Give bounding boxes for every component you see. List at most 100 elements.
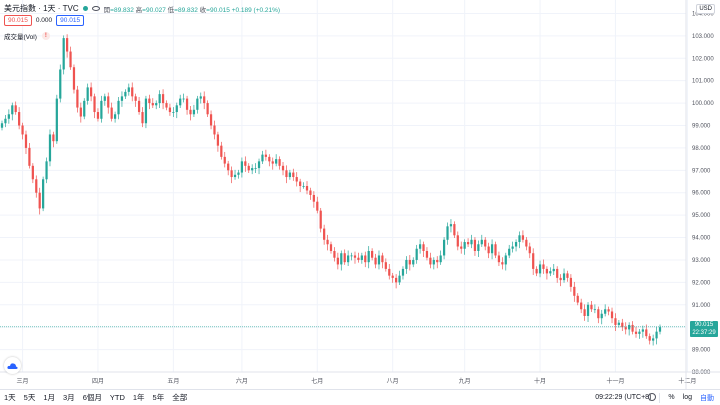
volume-legend[interactable]: 成交量(Vol) ! bbox=[4, 31, 50, 41]
candle-body bbox=[175, 105, 178, 113]
candle-body bbox=[604, 309, 607, 314]
candle-body bbox=[490, 244, 494, 254]
candle-body bbox=[209, 114, 213, 126]
candle-body bbox=[14, 105, 17, 113]
open-label: 開 bbox=[103, 6, 111, 14]
candle-body bbox=[545, 268, 549, 274]
candle-body bbox=[542, 264, 545, 269]
candle-body bbox=[442, 239, 446, 256]
x-tick-label: 九月 bbox=[459, 377, 471, 385]
candle-body bbox=[113, 114, 117, 119]
candle-body bbox=[631, 324, 634, 332]
toolbar-right: 09:22:29 (UTC+8) % log 自動 bbox=[595, 392, 720, 403]
candle-body bbox=[347, 255, 350, 263]
candle-body bbox=[223, 156, 226, 164]
candle-body bbox=[196, 98, 199, 110]
candle-body bbox=[521, 235, 525, 240]
symbol-title[interactable]: 美元指數 · 1天 · TVC bbox=[4, 4, 79, 13]
candle-body bbox=[333, 250, 336, 258]
candle-body bbox=[316, 201, 319, 211]
candle-body bbox=[412, 259, 415, 265]
candle-body bbox=[446, 226, 449, 240]
candle-body bbox=[374, 257, 377, 265]
candle-body bbox=[350, 255, 353, 257]
candle-body bbox=[326, 239, 329, 245]
candles-layer bbox=[0, 34, 662, 346]
timeframe-6m[interactable]: 6個月 bbox=[82, 393, 102, 402]
timeframe-1d[interactable]: 1天 bbox=[4, 393, 16, 402]
candle-body bbox=[168, 107, 172, 113]
timeframe-3m[interactable]: 3月 bbox=[63, 393, 75, 402]
candle-body bbox=[288, 172, 291, 178]
candle-body bbox=[634, 331, 638, 334]
timeframe-5d[interactable]: 5天 bbox=[23, 393, 36, 402]
candle-body bbox=[237, 172, 240, 175]
price-chart[interactable]: 88.00089.00090.00091.00092.00093.00094.0… bbox=[0, 0, 720, 389]
spread-value: 0.000 bbox=[35, 17, 53, 24]
candle-body bbox=[610, 311, 614, 319]
x-tick-label: 十二月 bbox=[678, 377, 696, 385]
y-tick-label: 93.000 bbox=[692, 258, 711, 264]
candle-body bbox=[418, 244, 422, 249]
timeframe-ytd[interactable]: YTD bbox=[109, 393, 125, 402]
candle-body bbox=[449, 224, 453, 227]
open-value: =89.832 bbox=[110, 6, 134, 14]
symbol-legend[interactable]: 美元指數 · 1天 · TVC 開=89.832 高=90.027 低=89.8… bbox=[4, 3, 280, 14]
candle-body bbox=[179, 98, 182, 106]
timeframe-1y[interactable]: 1年 bbox=[132, 393, 145, 402]
last-price-label: 90.015 22:37:29 bbox=[690, 321, 718, 337]
candle-body bbox=[484, 239, 487, 247]
close-label: 收 bbox=[199, 6, 207, 14]
warning-icon[interactable]: ! bbox=[41, 32, 50, 40]
candle-body bbox=[514, 242, 518, 247]
candle-body bbox=[340, 253, 343, 265]
eye-icon[interactable] bbox=[91, 6, 100, 11]
log-toggle[interactable]: log bbox=[682, 394, 692, 401]
y-tick-label: 104.000 bbox=[692, 11, 714, 17]
candle-body bbox=[299, 181, 302, 186]
tradingview-logo-icon[interactable] bbox=[4, 357, 21, 374]
candle-body bbox=[42, 179, 45, 209]
auto-scale-toggle[interactable]: 自動 bbox=[700, 394, 714, 402]
candle-body bbox=[487, 246, 490, 254]
candle-body bbox=[580, 302, 583, 310]
sell-price-box[interactable]: 90.015 bbox=[4, 15, 32, 26]
gear-icon bbox=[648, 393, 656, 401]
x-tick-label: 五月 bbox=[167, 378, 179, 385]
y-tick-label: 95.000 bbox=[692, 213, 711, 219]
candle-body bbox=[110, 107, 113, 119]
volume-label[interactable]: 成交量(Vol) bbox=[4, 34, 37, 41]
candle-body bbox=[590, 304, 593, 310]
candle-body bbox=[439, 255, 442, 263]
timeframe-all[interactable]: 全部 bbox=[172, 393, 188, 402]
timeframe-5y[interactable]: 5年 bbox=[152, 393, 165, 402]
candle-body bbox=[31, 165, 34, 180]
timeframe-1m[interactable]: 1月 bbox=[43, 393, 56, 402]
candle-body bbox=[415, 248, 418, 260]
timezone-clock[interactable]: 09:22:29 (UTC+8) bbox=[595, 394, 652, 401]
candle-body bbox=[607, 309, 610, 312]
candle-body bbox=[463, 242, 466, 249]
candle-body bbox=[230, 170, 233, 178]
high-label: 高 bbox=[135, 6, 143, 14]
y-tick-label: 102.000 bbox=[692, 56, 714, 62]
candle-body bbox=[4, 118, 7, 124]
candle-body bbox=[583, 309, 586, 316]
cloud-icon bbox=[7, 362, 18, 369]
settings-gear-icon[interactable] bbox=[646, 391, 658, 403]
candle-body bbox=[593, 309, 596, 311]
candle-body bbox=[432, 259, 435, 265]
candle-body bbox=[127, 87, 130, 92]
candle-body bbox=[480, 239, 483, 245]
candle-body bbox=[405, 259, 408, 269]
percent-toggle[interactable]: % bbox=[668, 394, 675, 401]
candle-body bbox=[408, 259, 411, 265]
y-tick-label: 88.000 bbox=[692, 370, 711, 376]
currency-badge[interactable]: USD bbox=[696, 4, 715, 14]
x-tick-label: 十月 bbox=[534, 377, 546, 385]
candle-body bbox=[244, 161, 247, 166]
buy-price-box[interactable]: 90.015 bbox=[56, 15, 85, 26]
bid-ask-boxes: 90.015 0.000 90.015 bbox=[4, 15, 85, 26]
axis-layer: 88.00089.00090.00091.00092.00093.00094.0… bbox=[0, 0, 720, 389]
